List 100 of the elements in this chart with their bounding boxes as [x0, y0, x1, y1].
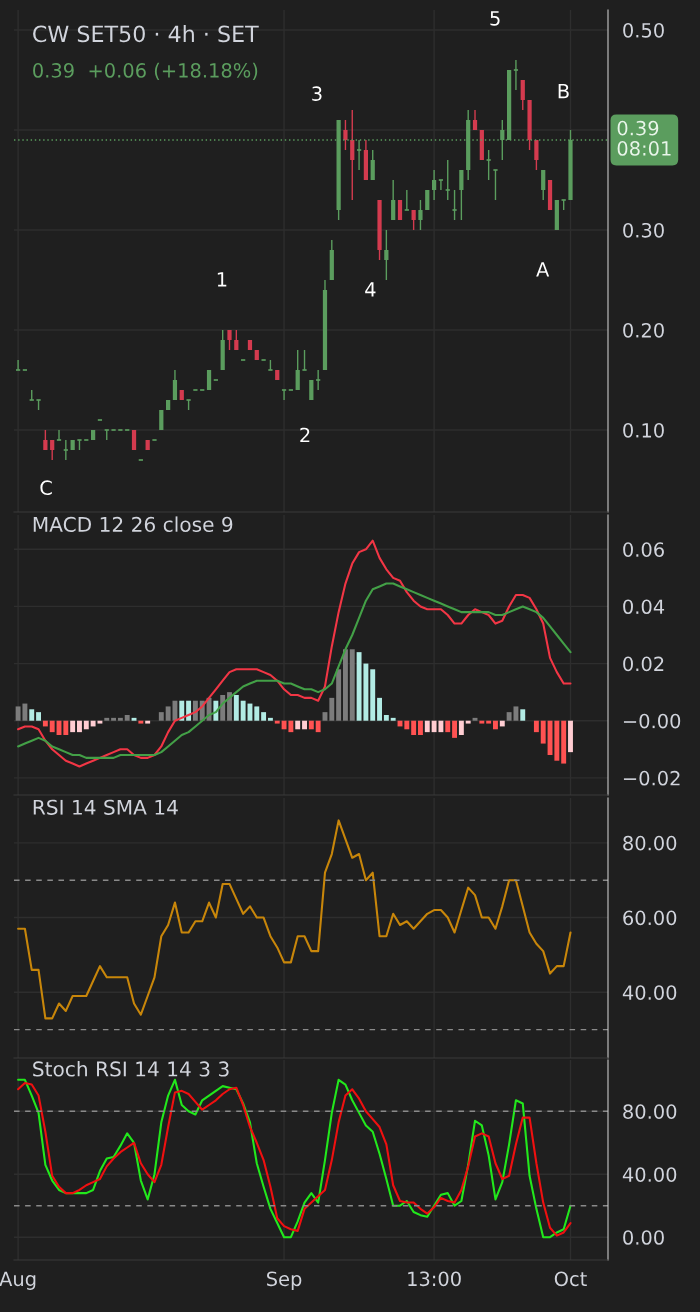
candlestick [377, 199, 382, 261]
bar [554, 720, 560, 761]
candlestick [301, 349, 308, 371]
bar [267, 717, 273, 721]
y-tick-label: 0.10 [623, 422, 664, 438]
bar [493, 720, 498, 730]
candlestick [492, 169, 499, 201]
bar [458, 720, 464, 735]
annotation: 4 [365, 282, 376, 297]
y-tick-label: 0.04 [623, 599, 665, 615]
candlestick [444, 159, 451, 201]
candlestick [56, 429, 62, 441]
bar [390, 717, 396, 721]
x-tick-label: Aug [0, 1271, 36, 1290]
y-tick-label: −0.00 [623, 713, 681, 729]
bar [315, 720, 321, 733]
bar [233, 695, 239, 721]
bar [83, 720, 89, 730]
line-series [17, 539, 572, 768]
bar [342, 649, 348, 721]
bar [336, 669, 342, 721]
bar [36, 712, 42, 721]
y-tick-label: 0.30 [623, 222, 664, 238]
bar [377, 697, 382, 721]
y-tick-label: −0.02 [623, 770, 680, 786]
bar [302, 720, 307, 730]
y-tick-label: 0.00 [623, 1230, 664, 1245]
candlestick [418, 199, 423, 231]
y-tick-label: 0.20 [623, 322, 664, 338]
y-tick-label: 0.50 [623, 22, 664, 38]
bar [295, 720, 301, 730]
candlestick [315, 369, 322, 391]
bar [274, 720, 280, 724]
bar [349, 649, 355, 721]
bar [29, 709, 35, 721]
candlestick [534, 139, 539, 171]
bar [452, 720, 458, 738]
bar [124, 715, 130, 721]
candlestick [227, 329, 232, 351]
bar [424, 720, 430, 733]
bar [411, 720, 417, 735]
candlestick [527, 99, 532, 151]
x-tick-label: Oct [554, 1271, 587, 1287]
text: 0.39 +0.06 (+18.18%) [33, 62, 258, 81]
annotation: 1 [217, 272, 227, 287]
candlestick [485, 149, 492, 181]
y-tick-label: 80.00 [623, 835, 677, 851]
bar [486, 720, 492, 724]
bar [261, 712, 267, 721]
y-tick-label: 0.06 [623, 542, 664, 557]
bar [533, 720, 539, 733]
bar [329, 697, 335, 721]
chart-title: MACD 12 26 close 9 [33, 516, 233, 532]
bar [138, 720, 144, 724]
text: CW SET50 · 4h · SET [33, 25, 259, 43]
bar [49, 720, 55, 733]
bar [158, 712, 164, 721]
annotation: 2 [300, 427, 310, 443]
line-series [17, 582, 572, 759]
annotation: A [536, 262, 550, 277]
bar [308, 720, 314, 730]
bar [465, 720, 471, 724]
bar [370, 669, 376, 721]
bar [145, 720, 151, 724]
y-tick-label: 60.00 [623, 910, 677, 926]
bar [561, 720, 567, 764]
annotation: 5 [490, 11, 500, 26]
bar [111, 717, 117, 721]
bar [117, 717, 123, 721]
bar [568, 720, 573, 753]
candlestick [62, 439, 69, 461]
bar [227, 692, 232, 721]
bar [404, 720, 410, 730]
y-tick-label: 40.00 [622, 1167, 677, 1182]
bar [479, 720, 485, 724]
candlestick [512, 59, 519, 91]
candlestick [403, 189, 410, 211]
y-tick-label: 80.00 [623, 1104, 677, 1119]
y-tick-label: 0.02 [623, 656, 664, 672]
bar [104, 717, 110, 721]
chart-title: RSI 14 SMA 14 [33, 799, 178, 815]
bar [254, 706, 260, 721]
chart-title: Stoch RSI 14 14 3 3 [33, 1061, 229, 1077]
bar [540, 720, 546, 744]
bar [77, 720, 82, 733]
x-tick-label: 13:00 [408, 1271, 461, 1287]
candlestick [437, 179, 444, 191]
annotation: C [40, 480, 52, 496]
candlestick [451, 189, 458, 221]
bar [520, 709, 526, 721]
line-series [17, 819, 572, 1020]
candlestick [281, 389, 288, 401]
bar [383, 715, 389, 721]
candlestick [15, 359, 22, 371]
ref-line-label: 0.39 08:01 [617, 120, 671, 156]
annotation: B [558, 84, 569, 99]
annotation: 3 [312, 86, 322, 101]
bar [63, 720, 69, 735]
x-tick-label: Sep [267, 1271, 302, 1290]
bar [445, 720, 451, 733]
